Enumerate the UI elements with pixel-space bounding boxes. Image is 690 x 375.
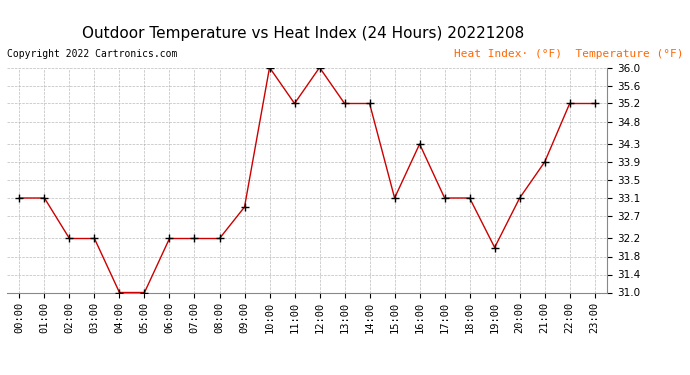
Text: Copyright 2022 Cartronics.com: Copyright 2022 Cartronics.com [7,49,177,59]
Text: Heat Index· (°F)  Temperature (°F): Heat Index· (°F) Temperature (°F) [453,49,683,59]
Text: Outdoor Temperature vs Heat Index (24 Hours) 20221208: Outdoor Temperature vs Heat Index (24 Ho… [83,26,524,41]
